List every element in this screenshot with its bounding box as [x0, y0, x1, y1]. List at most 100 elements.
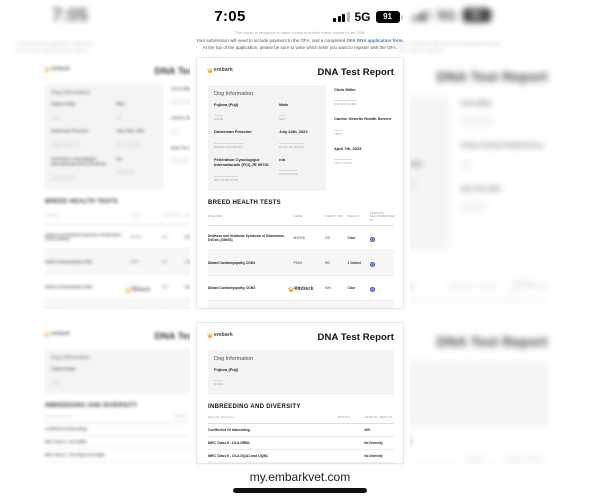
paw-icon: [45, 334, 49, 337]
instruction-line-3: At the top of the application, please be…: [202, 44, 398, 50]
diversity-name-cell: Coefficient Of Inbreeding: [45, 427, 87, 432]
blurred-page-preview-left-top[interactable]: embark DNA Test Report Dog Information F…: [34, 57, 190, 309]
info-field: Male SEX: [116, 101, 157, 124]
col-genotype: GENOTYPE: [447, 283, 474, 290]
gene-cell: MYO7A: [130, 235, 142, 240]
field-label: SEX: [116, 114, 123, 121]
report-title: DNA Test Report: [317, 67, 394, 78]
instructions-blurred-left: At the top of the application, please be…: [16, 41, 93, 56]
instruction-line-2: Your submission will need to include pay…: [150, 38, 450, 52]
health-table-body: Deafness and Vestibular Syndrome of Dobe…: [208, 226, 394, 308]
home-indicator[interactable]: [233, 488, 367, 493]
info-field: Fujiora (Fuji) NAME: [51, 366, 190, 389]
owner-info: Chris Miller OWNER NAME Canine Genetic H…: [460, 96, 548, 249]
field-value: Doberman Pinscher: [51, 128, 89, 134]
dog-info-fields: Fujiora (Fuji) NAME: [51, 366, 190, 389]
dog-information-heading: Dog Information: [51, 90, 91, 96]
diversity-table-header: Genetic Diversity RESULT GENETIC RESULT: [45, 413, 190, 424]
field-value: n/a: [116, 155, 122, 161]
instructions-blurred-right: Your submission will need to include pay…: [398, 41, 502, 54]
instruction-text: .: [402, 38, 404, 43]
embark-footer-logo: embark: [125, 287, 151, 293]
url-bar[interactable]: my.embarkvet.com: [249, 470, 351, 484]
field-label: MICROCHIP: [279, 170, 298, 177]
disease-cell: Dilated Cardiomyopathy, DCM2: [208, 286, 256, 291]
genotype-cell: N/N: [325, 286, 331, 291]
info-field: Chris Miller OWNER NAME: [334, 87, 394, 110]
col-genotype: GENOTYPE: [162, 213, 181, 218]
dog-information-box: Dog Information Fujiora (Fuji) NAME Male…: [45, 84, 163, 190]
col-testing-recommended: TESTING RECOMMENDED BY: [369, 210, 396, 222]
dog-information-heading: Dog Information: [410, 105, 440, 114]
col-genetic-result: GENETIC RESULT: [504, 455, 546, 462]
diversity-name-cell: MHC Class II - DLA DRB1: [208, 441, 250, 446]
info-field: Male SEX: [279, 102, 320, 125]
gene-cell: MYO7A: [293, 236, 305, 241]
ofa-application-form-link[interactable]: OFA DNA application form: [346, 38, 403, 43]
signal-strength-icon: [333, 12, 350, 22]
recommended-cell: [370, 304, 394, 308]
disease-cell: Dilated Cardiomyopathy, DCM1: [208, 261, 256, 266]
field-value: Fédération Cynologique Internationale (F…: [214, 156, 269, 168]
table-row: MHC Class II - DLA DQA1 and DQB1 No Dive…: [208, 450, 394, 463]
info-field: Doberman Pinscher BREED ANCESTRY: [214, 129, 273, 152]
info-field: Doberman Pinscher BREED ANCESTRY: [51, 128, 110, 151]
owner-info: Chris Miller OWNER NAME Canine Genetic H…: [334, 85, 394, 191]
field-value: Fujiora (Fuji): [51, 101, 76, 106]
blurred-page-preview-left-bottom[interactable]: embark DNA Test Report Dog Information F…: [34, 322, 190, 464]
dog-info-fields: Fujiora (Fuji) NAME Male SEX Doberman Pi…: [214, 102, 320, 186]
field-label: NAME: [51, 379, 61, 386]
field-value: Chris Miller: [334, 87, 356, 92]
info-field: April 7th, 2023 TEST DATE: [334, 146, 394, 169]
diversity-name-cell: MHC Class II - DLA DQA1 and DQB1: [208, 454, 268, 459]
field-value: Chris Miller: [460, 99, 493, 107]
field-value: July 24th, 2022: [410, 160, 423, 168]
paw-icon: [208, 70, 212, 73]
testing-recommended-icon: [369, 237, 375, 243]
embark-footer-logo: embark: [288, 286, 314, 292]
info-field: Canine Genetic Health Screen TEST: [171, 115, 190, 138]
brand-name: embark: [51, 66, 70, 72]
health-table-body: Deafness and Vestibular Syndrome of Dobe…: [410, 301, 548, 309]
genetic-result-cell: No Diversity: [364, 454, 383, 459]
blurred-page-preview-right-top[interactable]: embark DNA Test Report Dog Information F…: [410, 57, 560, 309]
field-label: REGISTRATION: [51, 174, 76, 181]
recommended-cell: [369, 229, 394, 247]
table-row: Coefficient Of Inbreeding 40%: [208, 424, 394, 438]
report-page-1[interactable]: embark DNA Test Report Dog Information F…: [196, 57, 404, 309]
field-value: Male: [116, 101, 126, 106]
col-genetic-diversity: Genetic Diversity: [410, 457, 467, 462]
dog-information-box: Dog Information Fujiora (Fuji) NAME: [410, 361, 548, 427]
dog-info-fields: Fujiora (Fuji) NAME: [214, 367, 388, 390]
field-label: DATE OF BIRTH: [116, 141, 142, 148]
status-icons-blurred: 5G 91: [412, 7, 495, 24]
info-field: n/a MICROCHIP: [279, 157, 320, 186]
blurred-page-preview-right-bottom[interactable]: embark DNA Test Report Dog Information F…: [410, 322, 560, 464]
breed-health-tests-heading: BREED HEALTH TESTS: [208, 199, 281, 206]
dog-information-box: Dog Information Fujiora (Fuji) NAME Male…: [410, 96, 450, 250]
embark-logo: embark: [208, 332, 233, 338]
field-value: Fujiora (Fuji): [214, 367, 239, 372]
table-row: Deafness and Vestibular Syndrome of Dobe…: [45, 225, 190, 251]
diversity-name-cell: Coefficient Of Inbreeding: [208, 428, 250, 433]
col-result: RESULT: [466, 455, 486, 462]
field-label: TEST DATE: [334, 159, 352, 166]
field-value: Canine Genetic Health Screen: [460, 141, 544, 149]
paw-icon: [208, 335, 212, 338]
genotype-cell: N/N: [162, 285, 168, 290]
field-value: July 24th, 2022: [279, 129, 308, 135]
table-row: Narcolepsy HCRTR2 NN Clear: [208, 301, 394, 308]
field-value: Male: [410, 121, 440, 129]
gene-cell: TTN: [293, 286, 300, 291]
field-value: Fujiora (Fuji): [214, 102, 239, 107]
dog-info-fields: Fujiora (Fuji) NAME Male SEX Doberman Pi…: [410, 121, 440, 242]
report-page-2[interactable]: embark DNA Test Report Dog Information F…: [196, 322, 404, 464]
genetic-result-cell: No Diversity: [364, 441, 383, 446]
dog-information-heading: Dog Information: [410, 370, 539, 379]
field-value: Fujiora (Fuji): [410, 386, 539, 394]
dog-information-box: Dog Information Fujiora (Fuji) NAME: [208, 350, 394, 396]
dog-information-heading: Dog Information: [51, 355, 91, 361]
field-label: REGISTRATION: [214, 175, 239, 182]
field-label: BREED ANCESTRY: [214, 142, 244, 149]
info-field: Fujiora (Fuji) NAME: [51, 101, 110, 124]
